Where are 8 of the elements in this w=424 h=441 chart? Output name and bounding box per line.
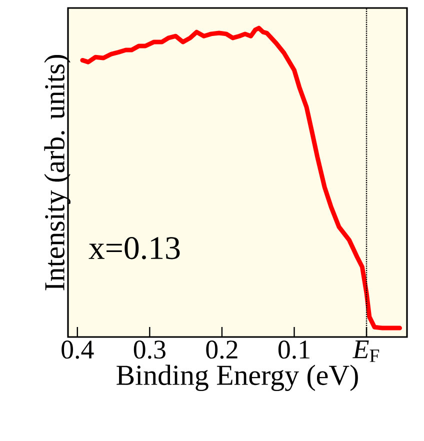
x-tick-label: 0.3 bbox=[134, 340, 166, 359]
x-axis-title: Binding Energy (eV) bbox=[116, 364, 358, 392]
x-tick-label: 0.4 bbox=[62, 340, 94, 359]
annotation: x=0.13 bbox=[88, 237, 180, 260]
x-tick-label: E$_{F}$ bbox=[352, 340, 380, 362]
x-tick-label: 0.1 bbox=[278, 340, 310, 359]
x-tick-label: 0.2 bbox=[206, 340, 238, 359]
y-axis-title: Intensity (arb. units) bbox=[44, 55, 70, 290]
